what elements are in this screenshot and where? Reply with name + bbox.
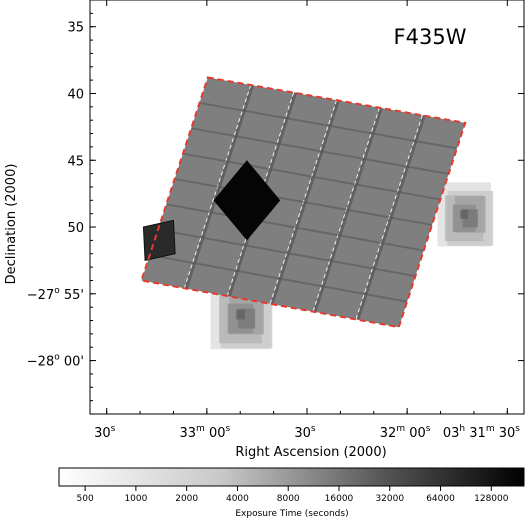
colorbar-tick-label: 8000 <box>277 494 300 504</box>
mosaic-row-line <box>174 177 433 227</box>
side-exposure-patch-south <box>236 309 245 320</box>
colorbar-tick-label: 16000 <box>325 494 354 504</box>
colorbar-tick-label: 128000 <box>474 494 509 504</box>
y-tick-label: 45 <box>67 154 84 169</box>
mosaic-row-line <box>157 228 416 278</box>
x-tick-label: 30s <box>94 424 116 441</box>
mosaic-row-line <box>191 127 449 175</box>
y-axis-label: Declination (2000) <box>4 164 19 285</box>
colorbar-tick-label: 1000 <box>124 494 147 504</box>
side-exposure-patch-east <box>460 209 469 219</box>
colorbar-tick-label: 4000 <box>226 494 249 504</box>
mosaic-outline <box>140 76 467 329</box>
mosaic-row-line <box>166 203 424 252</box>
colorbar-label: Exposure Time (seconds) <box>235 509 348 519</box>
y-tick-label: −28o 00' <box>27 353 84 370</box>
x-axis-label: Right Ascension (2000) <box>235 445 386 460</box>
mosaic-row-line <box>182 152 441 201</box>
mosaic-row-line <box>149 254 408 303</box>
colorbar-tick-label: 64000 <box>426 494 455 504</box>
dark-square-field <box>142 219 176 262</box>
colorbar-tick-label: 500 <box>77 494 94 504</box>
x-tick-label: 03h 31m 30s <box>443 424 520 441</box>
exposure-map <box>140 76 494 350</box>
x-tick-label: 32m 00s <box>380 424 431 441</box>
deep-field-diamond <box>213 160 281 241</box>
axis-ticks: 30s 33m 00s 30s 32m 00s 03h 31m 30s 35 40 45 50 −… <box>27 0 524 441</box>
y-tick-label: 50 <box>67 221 84 236</box>
colorbar-ticks: 500 1000 2000 4000 8000 16000 32000 64000 128000 <box>77 486 509 504</box>
y-tick-label: 35 <box>67 21 84 36</box>
colorbar-tick-label: 32000 <box>375 494 404 504</box>
colorbar <box>58 467 525 487</box>
y-tick-label: −27o 55' <box>27 286 84 303</box>
x-tick-label: 30s <box>294 424 316 441</box>
y-tick-label: 40 <box>67 87 84 102</box>
x-tick-label: 33m 00s <box>179 424 230 441</box>
mosaic-row-line <box>199 101 458 150</box>
chart-title: F435W <box>394 25 467 49</box>
colorbar-tick-label: 2000 <box>175 494 198 504</box>
